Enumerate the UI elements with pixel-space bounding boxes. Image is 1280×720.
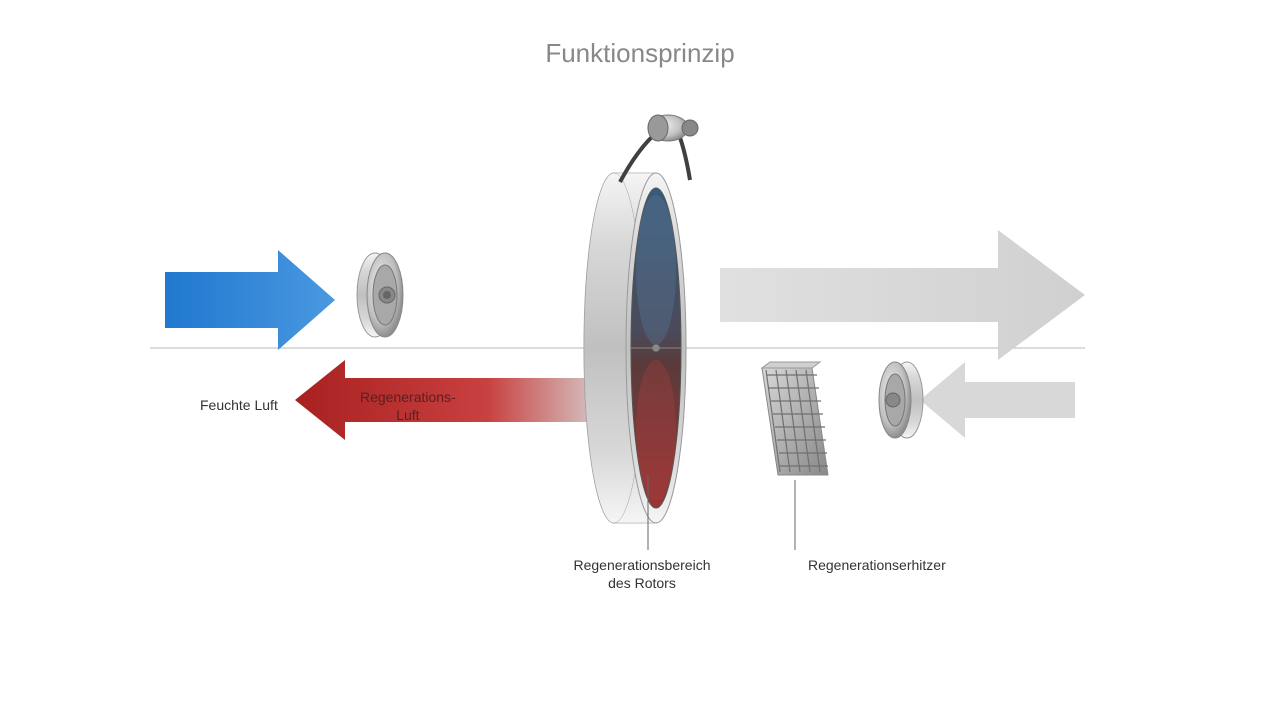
label-regen-bereich: Regenerationsbereich des Rotors bbox=[557, 556, 727, 592]
drive-motor bbox=[620, 115, 698, 182]
fan-left bbox=[357, 253, 403, 337]
label-regen-erhitzer: Regenerationserhitzer bbox=[808, 556, 946, 574]
label-feuchte-luft: Feuchte Luft bbox=[200, 396, 278, 414]
regeneration-heater bbox=[762, 362, 828, 475]
label-regen-luft: Regenerations- Luft bbox=[360, 388, 456, 424]
air-in-arrow-right bbox=[920, 362, 1075, 438]
dry-air-out-arrow bbox=[720, 230, 1085, 360]
fan-right bbox=[879, 362, 923, 438]
desiccant-rotor bbox=[584, 173, 686, 523]
functional-diagram bbox=[0, 0, 1280, 720]
humid-air-in-arrow bbox=[165, 250, 335, 350]
